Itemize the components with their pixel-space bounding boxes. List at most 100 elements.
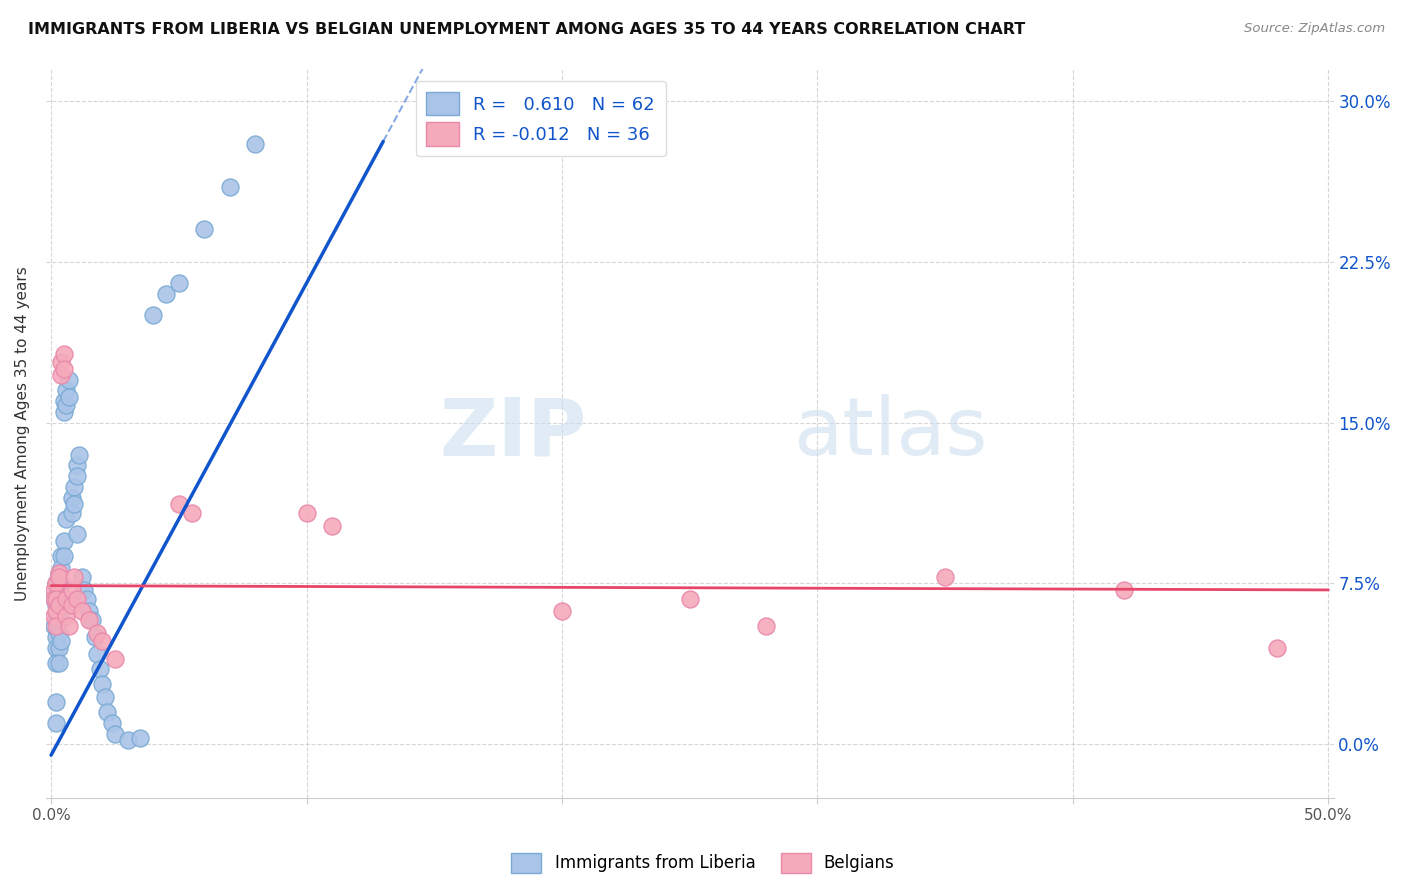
Point [321,518,343,533]
Point [86,625,108,640]
Point [70,570,93,584]
Point [66,469,89,483]
Y-axis label: Unemployment Among Ages 35 to 44 years: Unemployment Among Ages 35 to 44 years [15,266,30,600]
Point [45,591,67,606]
Point [52,549,75,563]
Point [91,677,114,691]
Point [42,582,65,597]
Point [63,570,86,584]
Text: IMMIGRANTS FROM LIBERIA VS BELGIAN UNEMPLOYMENT AMONG AGES 35 TO 44 YEARS CORREL: IMMIGRANTS FROM LIBERIA VS BELGIAN UNEMP… [28,22,1025,37]
Point [66,527,89,541]
Point [55,384,77,398]
Point [96,705,118,719]
Text: ZIP: ZIP [440,394,586,472]
Point [51,561,73,575]
Point [45,587,67,601]
Point [67,448,90,462]
Point [52,533,75,548]
Point [117,733,139,747]
Text: atlas: atlas [793,394,987,472]
Point [42,591,65,606]
Point [129,731,152,745]
Point [55,608,77,623]
Point [51,613,73,627]
Point [48,608,70,623]
Point [73,582,96,597]
Point [45,715,67,730]
Point [48,582,70,597]
Point [167,497,190,511]
Point [55,591,77,606]
Point [91,634,114,648]
Point [193,222,215,236]
Point [42,608,65,623]
Point [93,690,115,705]
Point [48,570,70,584]
Point [48,566,70,580]
Point [45,576,67,591]
Text: Source: ZipAtlas.com: Source: ZipAtlas.com [1244,22,1385,36]
Point [42,591,65,606]
Point [86,648,108,662]
Point [51,368,73,383]
Point [52,347,75,361]
Point [45,694,67,708]
Point [55,398,77,412]
Point [142,308,165,322]
Point [104,651,127,665]
Point [51,576,73,591]
Point [45,576,67,591]
Point [45,613,67,627]
Point [60,491,83,505]
Point [66,458,89,473]
Point [45,630,67,644]
Point [51,549,73,563]
Point [180,506,202,520]
Point [1112,582,1135,597]
Point [45,619,67,633]
Point [167,276,190,290]
Point [295,506,318,520]
Point [60,582,83,597]
Legend: R =   0.610   N = 62, R = -0.012   N = 36: R = 0.610 N = 62, R = -0.012 N = 36 [416,81,666,156]
Point [80,613,103,627]
Point [934,570,956,584]
Point [45,598,67,612]
Point [48,640,70,655]
Point [45,640,67,655]
Point [219,179,242,194]
Point [48,598,70,612]
Point [48,566,70,580]
Point [55,512,77,526]
Point [52,394,75,409]
Point [66,591,89,606]
Point [79,613,101,627]
Point [51,355,73,369]
Point [101,715,124,730]
Point [60,598,83,612]
Point [104,727,127,741]
Point [245,136,267,151]
Point [58,390,80,404]
Point [155,286,177,301]
Point [48,625,70,640]
Point [70,604,93,618]
Point [63,497,86,511]
Point [48,656,70,670]
Point [51,591,73,606]
Point [63,480,86,494]
Point [58,619,80,633]
Point [83,630,105,644]
Point [42,619,65,633]
Point [45,604,67,618]
Point [76,591,98,606]
Point [58,373,80,387]
Point [60,506,83,520]
Point [755,619,778,633]
Point [52,405,75,419]
Point [79,604,101,618]
Point [52,362,75,376]
Legend: Immigrants from Liberia, Belgians: Immigrants from Liberia, Belgians [505,847,901,880]
Point [1265,640,1288,655]
Point [89,662,111,676]
